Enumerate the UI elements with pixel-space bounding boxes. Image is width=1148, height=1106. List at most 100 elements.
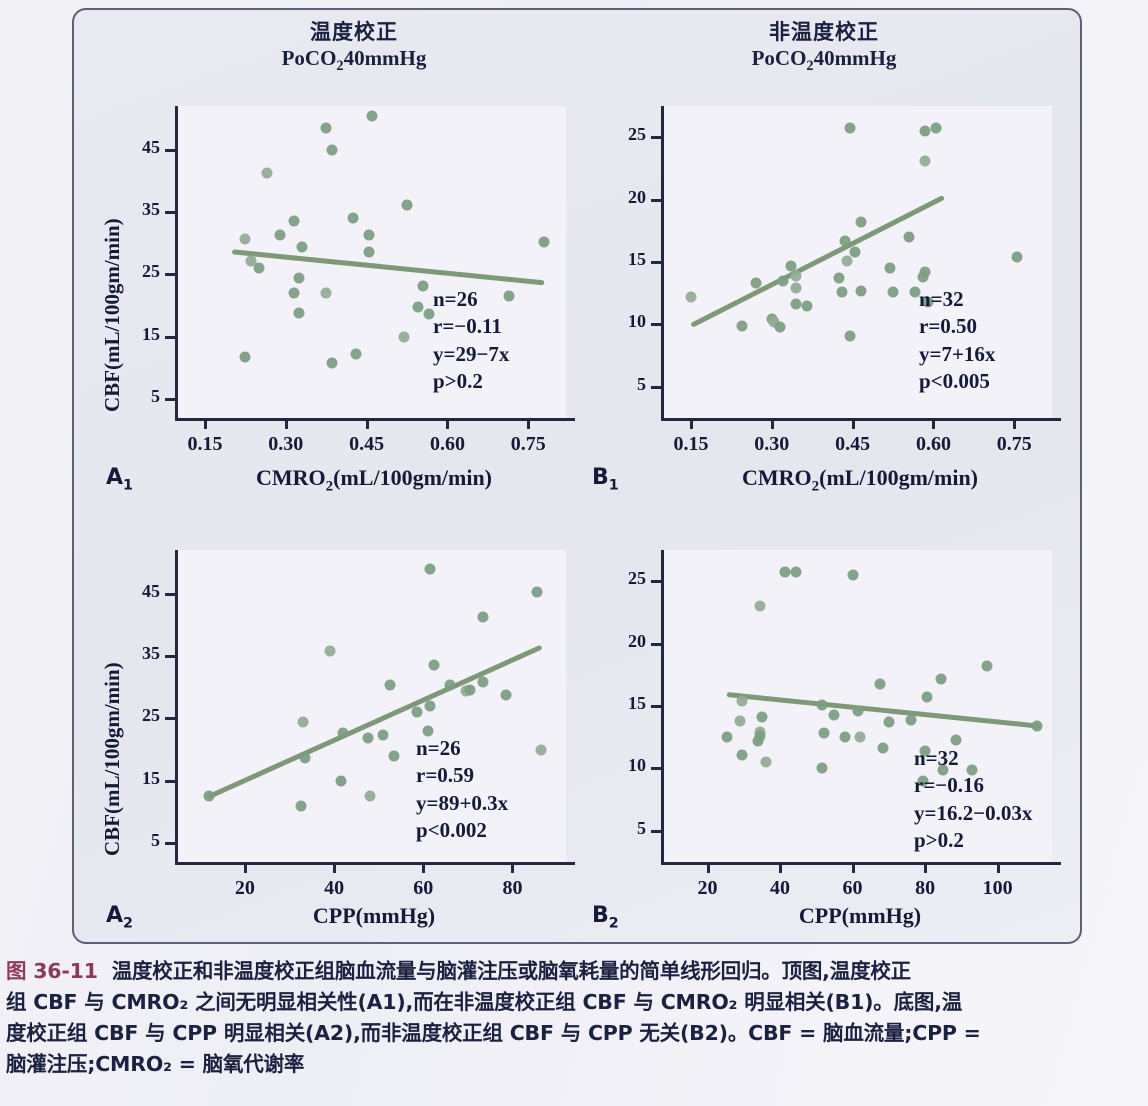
x-tick-label: 80 <box>502 877 523 899</box>
x-tick-label: 0.60 <box>429 433 465 455</box>
data-point <box>887 286 899 298</box>
stat-line: n=32 <box>914 746 959 770</box>
data-point <box>531 586 543 598</box>
data-point <box>836 286 848 298</box>
y-tick <box>165 273 176 277</box>
x-tick <box>779 862 783 873</box>
y-tick <box>165 779 176 783</box>
data-point <box>239 233 251 245</box>
y-tick <box>651 705 662 708</box>
data-point <box>288 215 300 227</box>
x-tick-label: 0.15 <box>673 433 709 455</box>
data-point <box>734 715 746 727</box>
data-point <box>203 790 215 802</box>
plot-area-b1 <box>664 106 1052 418</box>
data-point <box>839 731 851 743</box>
figure-number: 图 36-11 <box>6 959 98 983</box>
data-point <box>833 272 845 284</box>
data-point <box>685 291 697 303</box>
x-tick <box>446 418 450 429</box>
data-point <box>847 569 859 581</box>
stat-line: r=0.50 <box>919 314 978 339</box>
y-tick <box>651 385 662 389</box>
caption-line-3: 脑灌注压;CMRO₂ = 脑氧代谢率 <box>6 1052 305 1077</box>
data-point <box>816 762 828 774</box>
data-point <box>921 691 933 703</box>
data-point <box>245 255 257 267</box>
y-tick <box>165 211 176 215</box>
x-axis-title-b1: CMRO2(mL/100gm/min) <box>741 465 979 495</box>
y-tick-label: 35 <box>142 643 160 664</box>
caption-line-1: 组 CBF 与 CMRO₂ 之间无明显相关性(A1),而在非温度校正组 CBF … <box>6 990 963 1015</box>
x-tick <box>924 862 928 873</box>
x-tick <box>706 862 710 873</box>
y-tick <box>651 642 662 646</box>
x-axis-title-a1: CMRO2(mL/100gm/min) <box>255 465 493 495</box>
y-tick <box>651 829 662 833</box>
y-tick <box>165 335 176 339</box>
data-point <box>335 775 347 787</box>
x-axis-title-a2: CPP(mmHg) <box>312 903 436 928</box>
data-point <box>883 716 895 728</box>
data-point <box>760 756 772 768</box>
data-point <box>828 709 840 721</box>
data-point <box>477 611 489 623</box>
data-point <box>417 280 429 292</box>
y-tick-label: 45 <box>142 136 160 157</box>
data-point <box>366 110 378 122</box>
data-point <box>966 764 978 776</box>
data-point <box>503 290 515 302</box>
data-point <box>839 235 851 247</box>
x-tick-label: 0.45 <box>349 433 385 455</box>
data-point <box>905 714 917 726</box>
data-point <box>296 241 308 253</box>
x-tick <box>203 418 207 429</box>
x-tick <box>932 418 936 429</box>
y-tick-label: 25 <box>628 568 646 589</box>
data-point <box>535 744 547 756</box>
x-tick <box>284 418 288 429</box>
data-point <box>364 790 376 802</box>
data-point <box>299 752 311 764</box>
x-tick <box>333 862 337 873</box>
data-point <box>412 301 424 313</box>
y-tick-label: 25 <box>142 705 160 726</box>
plot-panel-b2: 5 10 15 20 25 20 40 60 80 100 n=32 r=−0.16 y=16.2−0.… <box>628 550 1061 899</box>
x-tick-label: 0.75 <box>996 433 1032 455</box>
panel-id-a1: A1 <box>106 465 133 494</box>
data-point <box>930 122 942 134</box>
y-tick <box>651 580 662 584</box>
stat-line: n=26 <box>416 736 461 760</box>
plot-panel-a2: 5 15 25 35 45 20 40 60 80 n=26 r=0.59 y=89+0.3x p<0.… <box>142 550 575 899</box>
data-point <box>909 286 921 298</box>
data-point <box>1031 720 1043 732</box>
x-tick <box>511 862 515 873</box>
stat-line: p<0.005 <box>919 368 990 393</box>
regression-line-a1 <box>232 249 545 286</box>
data-point <box>919 125 931 137</box>
data-point <box>295 800 307 812</box>
stats-block-a2: n=26 r=0.59 y=89+0.3x p<0.002 <box>416 735 508 844</box>
x-tick <box>851 862 855 873</box>
data-point <box>785 260 797 272</box>
figure-frame: 温度校正 PoCO240mmHg 非温度校正 PoCO240mmHg 5 15 25… <box>72 8 1082 944</box>
x-tick-label: 0.45 <box>835 433 871 455</box>
y-tick-label: 5 <box>637 373 646 394</box>
data-point <box>444 679 456 691</box>
data-point <box>500 689 512 701</box>
x-tick-label: 0.15 <box>187 433 223 455</box>
x-tick <box>996 862 1000 873</box>
y-tick-label: 20 <box>628 630 646 651</box>
data-point <box>774 321 786 333</box>
plot-panel-b1: 5 10 15 20 25 0.15 0.30 0.45 0.60 0.75 n=32 r=0.50 y… <box>628 106 1061 455</box>
data-point <box>752 735 764 747</box>
panel-id-a2: A2 <box>106 903 133 932</box>
y-axis-line <box>175 550 178 865</box>
x-tick-label: 40 <box>324 877 345 899</box>
caption-text-0: 温度校正和非温度校正组脑血流量与脑灌注压或脑氧耗量的简单线形回归。顶图,温度校正 <box>111 959 911 983</box>
y-tick-label: 5 <box>151 386 160 407</box>
data-point <box>261 167 273 179</box>
data-point <box>326 357 338 369</box>
y-tick-label: 25 <box>142 261 160 282</box>
y-tick <box>165 655 176 659</box>
